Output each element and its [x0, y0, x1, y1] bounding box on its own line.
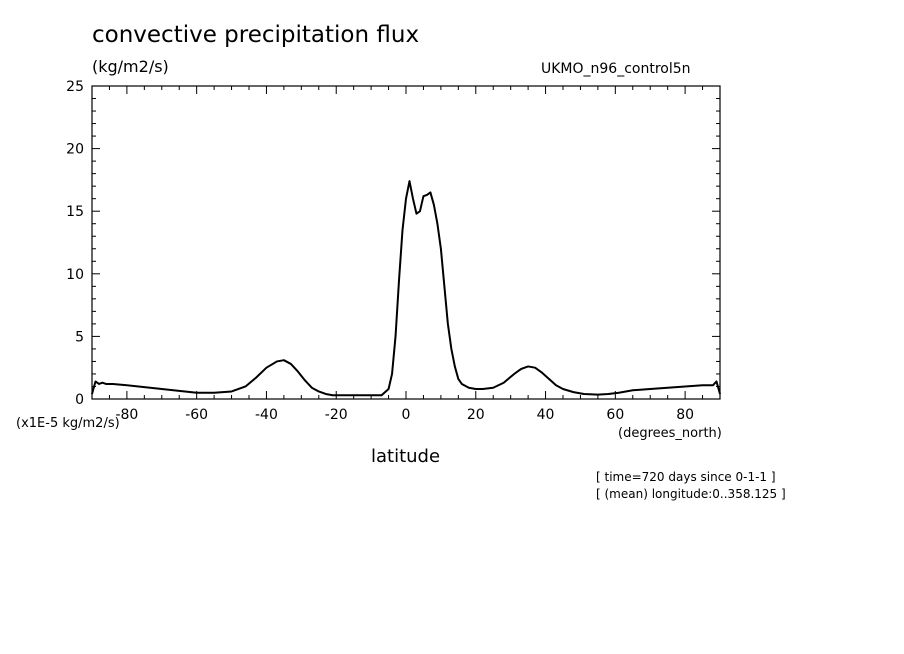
y-tick-label: 0	[75, 392, 84, 408]
y-tick-label: 25	[66, 79, 84, 95]
x-tick-label: 40	[537, 407, 555, 423]
scale-note: (x1E-5 kg/m2/s)	[16, 416, 120, 431]
x-tick-label: -20	[325, 407, 348, 423]
x-tick-label: -60	[185, 407, 208, 423]
x-axis-label: latitude	[371, 446, 441, 467]
y-tick-label: 15	[66, 204, 84, 220]
x-axis-units: (degrees_north)	[618, 426, 722, 441]
dataset-label: UKMO_n96_control5n	[541, 61, 691, 77]
x-tick-label: 20	[467, 407, 485, 423]
time-note: [ time=720 days since 0-1-1 ]	[596, 470, 776, 484]
chart-title: convective precipitation flux	[92, 22, 420, 48]
x-tick-label: 60	[606, 407, 624, 423]
x-tick-label: -80	[115, 407, 138, 423]
series-line	[91, 180, 721, 397]
y-tick-label: 20	[66, 142, 84, 158]
x-tick-label: 0	[402, 407, 411, 423]
longitude-note: [ (mean) longitude:0..358.125 ]	[596, 487, 786, 501]
units-label: (kg/m2/s)	[92, 57, 169, 76]
x-tick-label: 80	[676, 407, 694, 423]
plot-frame	[91, 85, 721, 400]
tick-labels: -80 -60 -40 -20 0 20 40 60 80 0 5 10 15 20 25	[66, 79, 694, 423]
axis-ticks	[91, 85, 721, 400]
x-tick-label: -40	[255, 407, 278, 423]
y-tick-label: 5	[75, 329, 84, 345]
y-tick-label: 10	[66, 267, 84, 283]
